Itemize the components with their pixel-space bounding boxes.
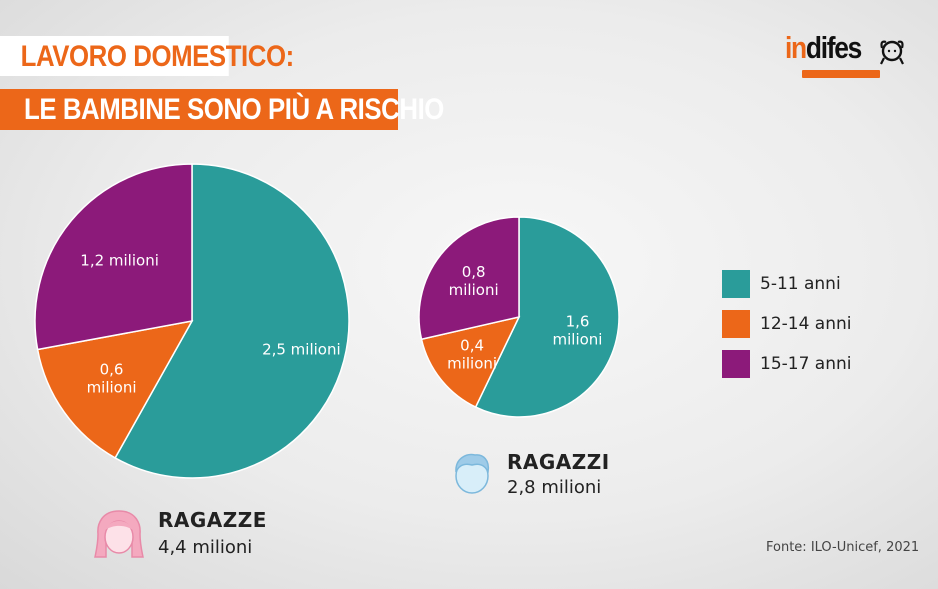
pie-chart-ragazze: 2,5 milioni 0,6 milioni 1,2 milioni bbox=[34, 163, 350, 479]
indifesa-logo: indifes bbox=[780, 30, 910, 90]
pie-slice-5-11 bbox=[114, 163, 350, 479]
title-line-1-text: LAVORO DOMESTICO: bbox=[20, 40, 295, 73]
legend-swatch bbox=[722, 350, 750, 378]
legend-item-12-14: 12-14 anni bbox=[722, 310, 912, 338]
legend-label: 12-14 anni bbox=[760, 314, 852, 334]
pie-chart-ragazzi: 1,6 milioni 0,4 milioni 0,8 milioni bbox=[418, 216, 620, 418]
boy-face-icon bbox=[455, 453, 490, 494]
pie-slice-12-14 bbox=[420, 315, 521, 409]
title-line-1: LAVORO DOMESTICO: bbox=[0, 36, 294, 76]
legend-item-15-17: 15-17 anni bbox=[722, 350, 912, 378]
title-line-2: LE BAMBINE SONO PIÙ A RISCHIO bbox=[0, 89, 444, 130]
pie-value-label-5-11: 2,5 milioni bbox=[262, 341, 341, 359]
logo-wordmark: indifes bbox=[785, 30, 862, 66]
legend-swatch bbox=[722, 270, 750, 298]
group-total-ragazze: 4,4 milioni bbox=[158, 537, 253, 558]
legend-label: 5-11 anni bbox=[760, 274, 841, 294]
girl-face-icon bbox=[94, 510, 144, 558]
pie-slice-15-17 bbox=[418, 216, 520, 341]
pie-slice-15-17 bbox=[34, 163, 193, 351]
pie-value-label-12-14: 0,6 milioni bbox=[87, 361, 137, 397]
group-title-ragazze: RAGAZZE bbox=[158, 508, 267, 532]
group-total-ragazzi: 2,8 milioni bbox=[507, 477, 602, 498]
legend-swatch bbox=[722, 310, 750, 338]
pie-slice-5-11 bbox=[474, 216, 620, 418]
legend-item-5-11: 5-11 anni bbox=[722, 270, 912, 298]
logo-bar bbox=[802, 70, 880, 78]
group-title-ragazzi: RAGAZZI bbox=[507, 450, 610, 474]
logo-wordmark-part1: in bbox=[785, 30, 807, 65]
logo-wordmark-part2: difes bbox=[805, 30, 862, 65]
legend-label: 15-17 anni bbox=[760, 354, 852, 374]
pie-value-label-5-11: 1,6 milioni bbox=[553, 312, 603, 348]
title-line-2-text: LE BAMBINE SONO PIÙ A RISCHIO bbox=[24, 93, 444, 126]
pie-value-label-15-17: 1,2 milioni bbox=[80, 252, 159, 270]
pie-value-label-15-17: 0,8 milioni bbox=[449, 263, 499, 299]
source-note: Fonte: ILO-Unicef, 2021 bbox=[766, 540, 920, 555]
pie-value-label-12-14: 0,4 milioni bbox=[447, 336, 497, 372]
girl-face-logo-icon bbox=[880, 40, 904, 65]
pie-slice-12-14 bbox=[36, 319, 194, 459]
